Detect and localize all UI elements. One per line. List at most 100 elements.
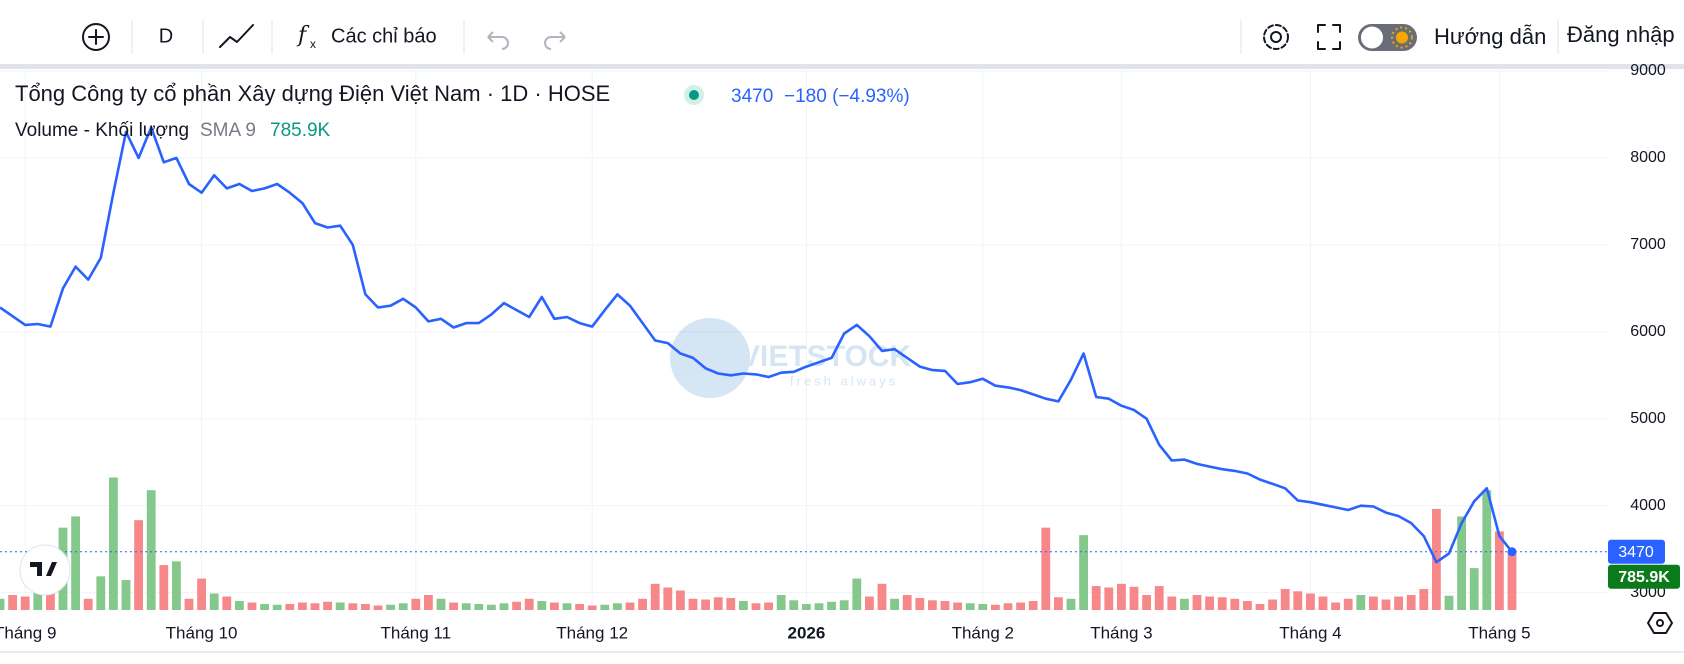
- volume-bar: [1242, 601, 1252, 610]
- volume-bar: [360, 604, 370, 610]
- volume-bar: [1167, 596, 1177, 610]
- last-point: [1507, 547, 1517, 557]
- volume-bar: [600, 604, 610, 610]
- price-tag: [1608, 539, 1665, 564]
- volume-bar: [1381, 599, 1391, 610]
- interval-button[interactable]: D: [159, 25, 173, 47]
- volume-bar: [1331, 602, 1341, 610]
- last-price: 3470: [731, 86, 773, 107]
- volume-bar: [1091, 586, 1101, 610]
- volume-bar: [940, 601, 950, 610]
- volume-indicator: SMA 9: [200, 120, 256, 141]
- price-change: −180 (−4.93%): [784, 86, 910, 107]
- volume-bar: [83, 598, 93, 610]
- volume-bar: [323, 601, 333, 610]
- volume-bar: [1419, 589, 1429, 610]
- chart-title: Tổng Công ty cổ phần Xây dựng Điện Việt …: [15, 81, 610, 106]
- indicators-button[interactable]: Các chỉ báo: [331, 25, 437, 47]
- volume-bar: [1129, 586, 1139, 610]
- volume-bar: [1116, 583, 1126, 610]
- volume-bar: [726, 598, 736, 610]
- volume-bar: [297, 602, 307, 610]
- volume-bar: [1066, 598, 1076, 610]
- volume-bar: [184, 598, 194, 610]
- plot: [0, 126, 1608, 610]
- volume-bar: [335, 602, 345, 610]
- volume-bar: [398, 603, 408, 610]
- volume-bar: [1154, 586, 1164, 610]
- volume-bar: [789, 600, 799, 610]
- volume-bar: [1368, 596, 1378, 610]
- volume-bar: [814, 603, 824, 610]
- volume-bar: [751, 603, 761, 610]
- add-button[interactable]: [82, 23, 110, 51]
- x-tick-label: 2026: [787, 623, 825, 642]
- volume-bar: [134, 520, 144, 610]
- volume-bar: [1293, 591, 1303, 610]
- volume-bar: [839, 600, 849, 610]
- y-tick-label: 6000: [1630, 323, 1666, 340]
- volume-bar: [449, 602, 459, 610]
- volume-bar: [764, 602, 774, 610]
- volume-bar: [1142, 595, 1152, 610]
- y-tick-label: 8000: [1630, 149, 1666, 166]
- settings-button[interactable]: [1263, 24, 1289, 50]
- grid: [0, 69, 1608, 610]
- volume-bar: [285, 604, 295, 610]
- x-tick-label: Tháng 12: [556, 623, 628, 642]
- volume-bar: [953, 602, 963, 610]
- chart-type-button[interactable]: [219, 24, 254, 48]
- volume-bar: [549, 602, 559, 610]
- volume-bar: [776, 595, 786, 610]
- price-tag-label: 3470: [1618, 544, 1654, 561]
- volume-bar: [0, 598, 5, 610]
- theme-toggle[interactable]: [1358, 24, 1417, 51]
- volume-bar: [197, 578, 207, 610]
- volume-bar: [650, 583, 660, 610]
- fx-icon: x: [310, 37, 316, 51]
- volume-bar: [1053, 597, 1063, 610]
- volume-bar: [8, 595, 18, 610]
- tv-logo[interactable]: [19, 544, 71, 596]
- y-tick-label: 7000: [1630, 236, 1666, 253]
- volume-bar: [159, 565, 169, 610]
- volume-bar: [1394, 596, 1404, 610]
- volume-bar: [927, 600, 937, 610]
- volume-bar: [575, 604, 585, 610]
- volume-bar: [20, 596, 30, 610]
- redo-button[interactable]: [544, 31, 566, 50]
- separator: [0, 64, 1684, 69]
- volume-bar: [474, 604, 484, 610]
- watermark-tagline: fresh always: [790, 373, 898, 388]
- volume-bar: [1469, 568, 1479, 610]
- volume-bar: [1318, 596, 1328, 610]
- volume-bar: [524, 598, 534, 610]
- volume-bar: [171, 561, 181, 610]
- volume-bar: [1016, 602, 1026, 610]
- volume-bar: [348, 603, 358, 610]
- volume-tag: [1608, 564, 1680, 589]
- volume-bar: [461, 603, 471, 610]
- volume-bar: [108, 477, 118, 610]
- volume-bar: [1507, 551, 1517, 610]
- volume-bar: [915, 598, 925, 610]
- volume-bar: [965, 603, 975, 610]
- x-tick-label: Tháng 4: [1279, 623, 1341, 642]
- status-dot: [689, 90, 699, 100]
- watermark: VIETSTOCK fresh always: [670, 318, 911, 398]
- volume-bar: [247, 602, 257, 610]
- volume-bar: [864, 596, 874, 610]
- fullscreen-button[interactable]: [1317, 24, 1341, 50]
- login-link[interactable]: Đăng nhập: [1567, 22, 1675, 47]
- help-link[interactable]: Hướng dẫn: [1434, 24, 1546, 49]
- volume-bar: [1003, 603, 1013, 610]
- volume-bar: [990, 604, 1000, 610]
- volume-bar: [537, 601, 547, 610]
- volume-bar: [499, 603, 509, 610]
- y-tick-label: 5000: [1630, 410, 1666, 427]
- axis-settings[interactable]: [1647, 612, 1673, 634]
- undo-button[interactable]: [487, 31, 509, 50]
- volume-bar: [638, 598, 648, 610]
- volume-bar: [272, 604, 282, 610]
